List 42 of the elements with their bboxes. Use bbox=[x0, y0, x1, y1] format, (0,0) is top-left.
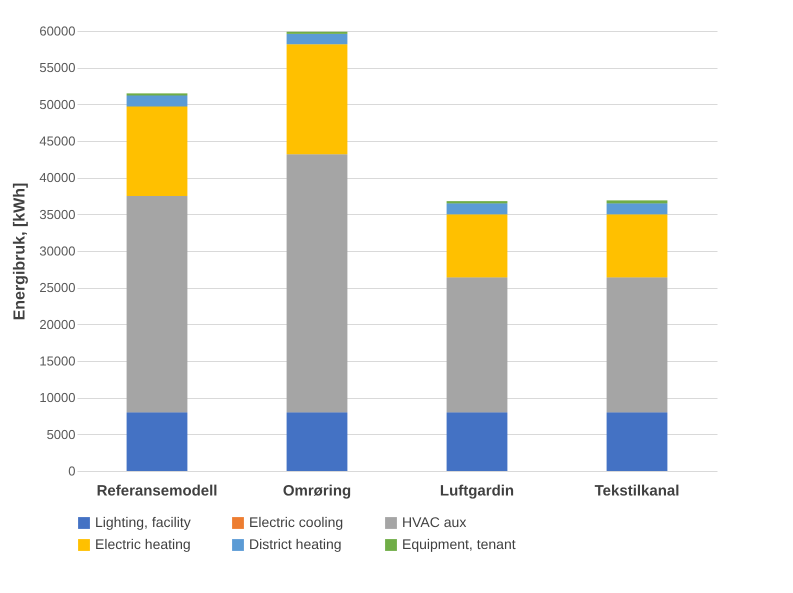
legend-label: Electric cooling bbox=[249, 514, 344, 530]
bar bbox=[286, 154, 348, 412]
bar bbox=[446, 214, 508, 278]
bar bbox=[126, 412, 188, 471]
bar bbox=[606, 203, 668, 214]
bar bbox=[446, 277, 508, 412]
legend-label: Lighting, facility bbox=[95, 514, 191, 530]
bar bbox=[126, 196, 188, 412]
bar bbox=[126, 93, 188, 96]
bar bbox=[606, 277, 668, 412]
bar bbox=[286, 412, 348, 471]
y-tick-label: 25000 bbox=[39, 280, 76, 296]
x-tick-label: Tekstilkanal bbox=[594, 482, 680, 500]
y-tick-label: 10000 bbox=[39, 390, 76, 406]
y-tick-label: 60000 bbox=[39, 24, 76, 38]
y-tick-label: 15000 bbox=[39, 354, 76, 368]
y-tick-label: 35000 bbox=[39, 206, 76, 222]
legend-label: HVAC aux bbox=[402, 514, 466, 530]
bar bbox=[606, 214, 668, 278]
y-tick-label: 50000 bbox=[39, 96, 76, 112]
x-tick-label: Omrøring bbox=[282, 482, 352, 500]
bar bbox=[286, 44, 348, 154]
bar bbox=[606, 200, 668, 204]
bar bbox=[446, 203, 508, 214]
bar bbox=[126, 96, 188, 107]
y-tick-label: 0 bbox=[68, 464, 76, 478]
legend-label: District heating bbox=[249, 536, 342, 552]
bar bbox=[126, 106, 188, 196]
y-tick-label: 5000 bbox=[46, 426, 76, 442]
y-tick-label: 40000 bbox=[39, 170, 76, 186]
y-tick-label: 45000 bbox=[39, 134, 76, 148]
y-tick-label: 20000 bbox=[39, 316, 76, 332]
y-tick-label: 30000 bbox=[39, 244, 76, 258]
y-tick-label: 55000 bbox=[39, 60, 76, 76]
legend-label: Equipment, tenant bbox=[402, 536, 516, 552]
bar bbox=[286, 34, 348, 44]
legend-label: Electric heating bbox=[95, 536, 191, 552]
bar bbox=[606, 412, 668, 471]
x-tick-label: Luftgardin bbox=[440, 482, 514, 500]
y-axis-title: Energibruk, [kWh] bbox=[11, 182, 28, 320]
bar bbox=[446, 412, 508, 471]
x-tick-label: Referansemodell bbox=[96, 482, 218, 500]
